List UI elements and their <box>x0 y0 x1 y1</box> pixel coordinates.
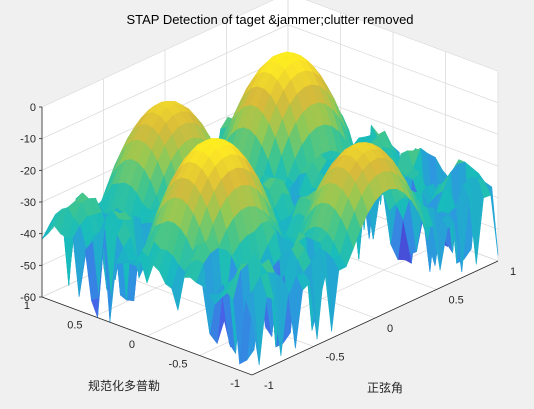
surface-cell <box>245 289 260 366</box>
x-axis-label: 正弦角 <box>367 380 403 395</box>
x-tick-label: -1 <box>264 380 274 392</box>
grid-line-z <box>41 0 499 108</box>
z-tick-label: -30 <box>20 197 36 209</box>
surface-plot <box>41 51 499 366</box>
z-tick-label: -10 <box>20 134 36 146</box>
y-tick-label: -1 <box>230 378 240 390</box>
chart-title: STAP Detection of taget &jammer;clutter … <box>126 12 413 27</box>
y-tick-label: 1 <box>24 300 30 312</box>
axis-floor-front <box>41 260 499 376</box>
z-tick-label: -40 <box>20 229 36 241</box>
x-tick-label: -0.5 <box>326 352 345 364</box>
tick-labels: 0 -10 -20 -30 -40 -50 -60 -1 -0.5 0 0.5 1 -1 -0.5 0 0.5… <box>20 102 516 392</box>
z-tick-label: 0 <box>30 102 36 114</box>
z-tick-label: -50 <box>20 260 36 272</box>
z-tick-label: -20 <box>20 165 36 177</box>
y-tick-label: 0 <box>129 339 135 351</box>
x-tick-label: 1 <box>510 266 516 278</box>
grid-line-z <box>41 24 499 140</box>
z-tick-label: -60 <box>20 292 36 304</box>
y-axis-label: 规范化多普勒 <box>88 378 160 393</box>
y-tick-label: -0.5 <box>169 359 188 371</box>
y-tick-label: 0.5 <box>67 320 82 332</box>
x-tick-label: 0 <box>387 323 393 335</box>
x-tick-label: 0.5 <box>449 295 464 307</box>
